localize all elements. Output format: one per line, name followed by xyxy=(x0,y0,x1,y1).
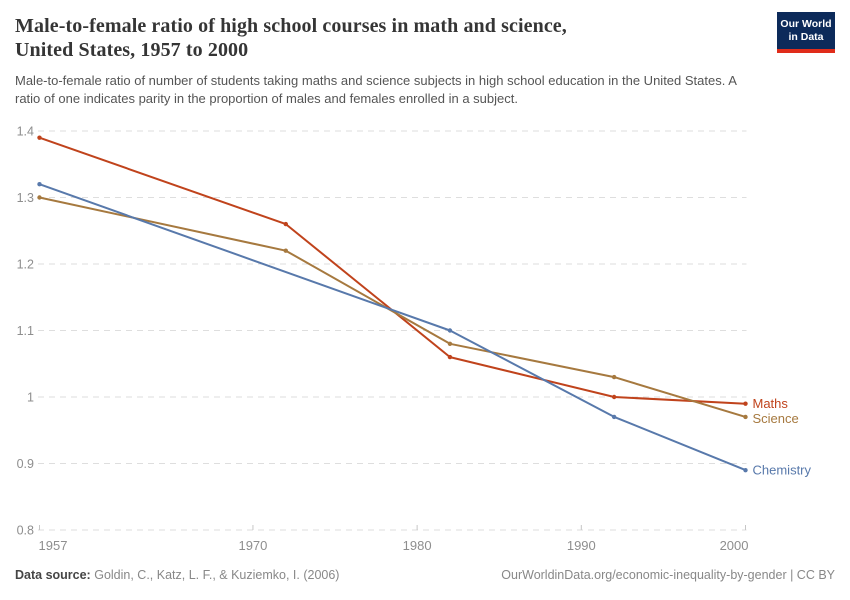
owid-logo-text-line1: Our World xyxy=(780,18,832,30)
chemistry-series-label: Chemistry xyxy=(753,463,812,478)
maths-series-label: Maths xyxy=(753,396,789,411)
y-axis-tick-label: 1.2 xyxy=(17,258,34,272)
x-axis-tick-label: 1970 xyxy=(238,538,267,553)
chemistry-data-point xyxy=(37,182,42,187)
x-axis-tick-label: 1990 xyxy=(567,538,596,553)
science-data-point xyxy=(611,374,617,380)
owid-logo: Our World in Data xyxy=(777,12,835,53)
x-axis-tick-label: 2000 xyxy=(720,538,749,553)
data-source: Data source: Goldin, C., Katz, L. F., & … xyxy=(15,568,339,582)
chart-title: Male-to-female ratio of high school cour… xyxy=(15,14,760,62)
y-axis-tick-label: 1 xyxy=(27,391,34,405)
data-source-value: Goldin, C., Katz, L. F., & Kuziemko, I. … xyxy=(94,568,340,582)
x-axis-tick-label: 1980 xyxy=(403,538,432,553)
chart-subtitle: Male-to-female ratio of number of studen… xyxy=(15,73,737,106)
owid-logo-box: Our World in Data xyxy=(777,12,835,49)
line-chart: 0.8 0.9 1 1.1 1.2 1.3 1.4 1957 1970 1980 1990 2000 M… xyxy=(17,125,812,554)
science-series xyxy=(37,195,748,420)
y-axis-tick-label: 1.3 xyxy=(17,191,34,205)
gridlines: 0.8 0.9 1 1.1 1.2 1.3 1.4 xyxy=(17,125,747,538)
science-data-point xyxy=(283,248,288,253)
science-data-point xyxy=(37,195,42,200)
chart-area: 0.8 0.9 1 1.1 1.2 1.3 1.4 1957 1970 1980 1990 2000 M… xyxy=(0,120,850,565)
maths-line xyxy=(38,136,747,405)
chemistry-data-point xyxy=(447,328,453,333)
owid-logo-text-line2: in Data xyxy=(788,31,824,43)
x-axis-tick-label: 1957 xyxy=(39,538,68,553)
x-axis: 1957 1970 1980 1990 2000 xyxy=(39,525,749,553)
y-axis-tick-label: 0.8 xyxy=(17,524,34,538)
maths-series xyxy=(37,135,748,406)
maths-data-point xyxy=(743,401,748,406)
science-series-label: Science xyxy=(753,411,799,426)
science-line xyxy=(38,196,747,418)
maths-data-point xyxy=(447,354,453,360)
y-axis-tick-label: 1.1 xyxy=(17,324,34,338)
chart-footer: Data source: Goldin, C., Katz, L. F., & … xyxy=(15,568,835,582)
attribution: OurWorldinData.org/economic-inequality-b… xyxy=(501,568,835,582)
data-source-label: Data source: xyxy=(15,568,91,582)
chart-header: Male-to-female ratio of high school cour… xyxy=(15,14,760,108)
chemistry-data-point xyxy=(743,467,748,473)
chemistry-series xyxy=(37,182,748,473)
maths-data-point xyxy=(611,394,617,400)
chemistry-line xyxy=(38,183,747,472)
chart-title-line1: Male-to-female ratio of high school cour… xyxy=(15,15,567,37)
science-data-point xyxy=(447,341,453,346)
chemistry-data-point xyxy=(611,414,617,420)
maths-data-point xyxy=(283,221,288,227)
maths-data-point xyxy=(37,135,42,140)
y-axis-tick-label: 1.4 xyxy=(17,125,34,139)
chart-title-line2: United States, 1957 to 2000 xyxy=(15,39,249,61)
science-data-point xyxy=(743,414,748,420)
y-axis-tick-label: 0.9 xyxy=(17,457,34,471)
owid-logo-red-stripe xyxy=(777,49,835,53)
